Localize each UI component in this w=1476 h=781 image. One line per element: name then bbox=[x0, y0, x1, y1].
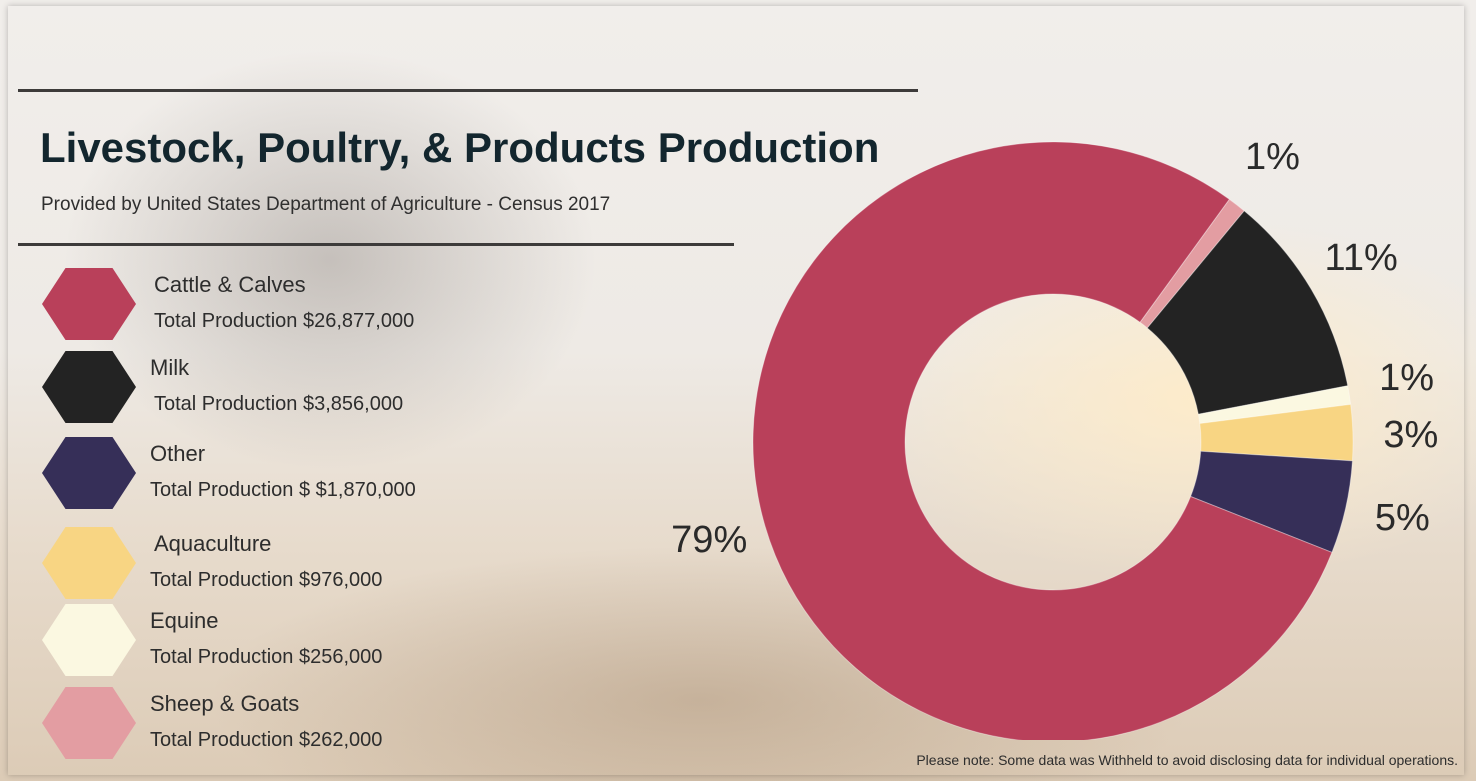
donut-slice-4 bbox=[1189, 450, 1353, 554]
legend-total: Total Production $256,000 bbox=[150, 646, 383, 668]
slice-label-4: 5% bbox=[1375, 497, 1430, 539]
legend-name: Other bbox=[150, 441, 206, 466]
legend-swatch bbox=[42, 268, 136, 340]
legend-name: Sheep & Goats bbox=[150, 691, 300, 716]
legend-total: Total Production $ $1,870,000 bbox=[150, 479, 416, 501]
legend-name: Equine bbox=[150, 608, 219, 633]
legend-total: Total Production $26,877,000 bbox=[154, 310, 415, 332]
donut-slice-5 bbox=[752, 141, 1333, 740]
legend-swatch bbox=[42, 687, 136, 759]
slice-label-1: 11% bbox=[1325, 237, 1398, 279]
legend-swatch bbox=[42, 351, 136, 423]
subtitle-divider bbox=[18, 243, 734, 246]
legend-item-milk: Milk Total Production $3,856,000 bbox=[42, 351, 642, 431]
page-subtitle: Provided by United States Department of … bbox=[41, 194, 611, 215]
legend-item-aquaculture: Aquaculture Total Production $976,000 bbox=[42, 527, 642, 607]
legend-item-other: Other Total Production $ $1,870,000 bbox=[42, 437, 642, 517]
legend-total: Total Production $976,000 bbox=[150, 569, 383, 591]
legend-name: Milk bbox=[150, 355, 190, 380]
top-divider bbox=[18, 89, 918, 92]
legend-item-cattle-calves: Cattle & Calves Total Production $26,877… bbox=[42, 268, 642, 348]
legend-swatch bbox=[42, 527, 136, 599]
footnote: Please note: Some data was Withheld to a… bbox=[916, 752, 1458, 768]
slice-label-5: 79% bbox=[671, 519, 747, 561]
page-title: Livestock, Poultry, & Products Productio… bbox=[40, 124, 880, 171]
legend-total: Total Production $262,000 bbox=[150, 729, 383, 751]
legend-swatch bbox=[42, 604, 136, 676]
donut-slice-1 bbox=[1146, 210, 1349, 415]
legend-name: Aquaculture bbox=[154, 531, 272, 556]
legend-item-sheep-goats: Sheep & Goats Total Production $262,000 bbox=[42, 687, 642, 767]
slice-label-2: 1% bbox=[1379, 357, 1434, 399]
legend-swatch bbox=[42, 437, 136, 509]
donut-chart: 1% 11% 1% 3% 5% 79% bbox=[671, 140, 1438, 740]
slice-label-3: 3% bbox=[1383, 414, 1438, 456]
legend-total: Total Production $3,856,000 bbox=[154, 393, 404, 415]
legend-item-equine: Equine Total Production $256,000 bbox=[42, 604, 642, 684]
slice-label-0: 1% bbox=[1245, 140, 1300, 178]
legend-name: Cattle & Calves bbox=[154, 272, 306, 297]
